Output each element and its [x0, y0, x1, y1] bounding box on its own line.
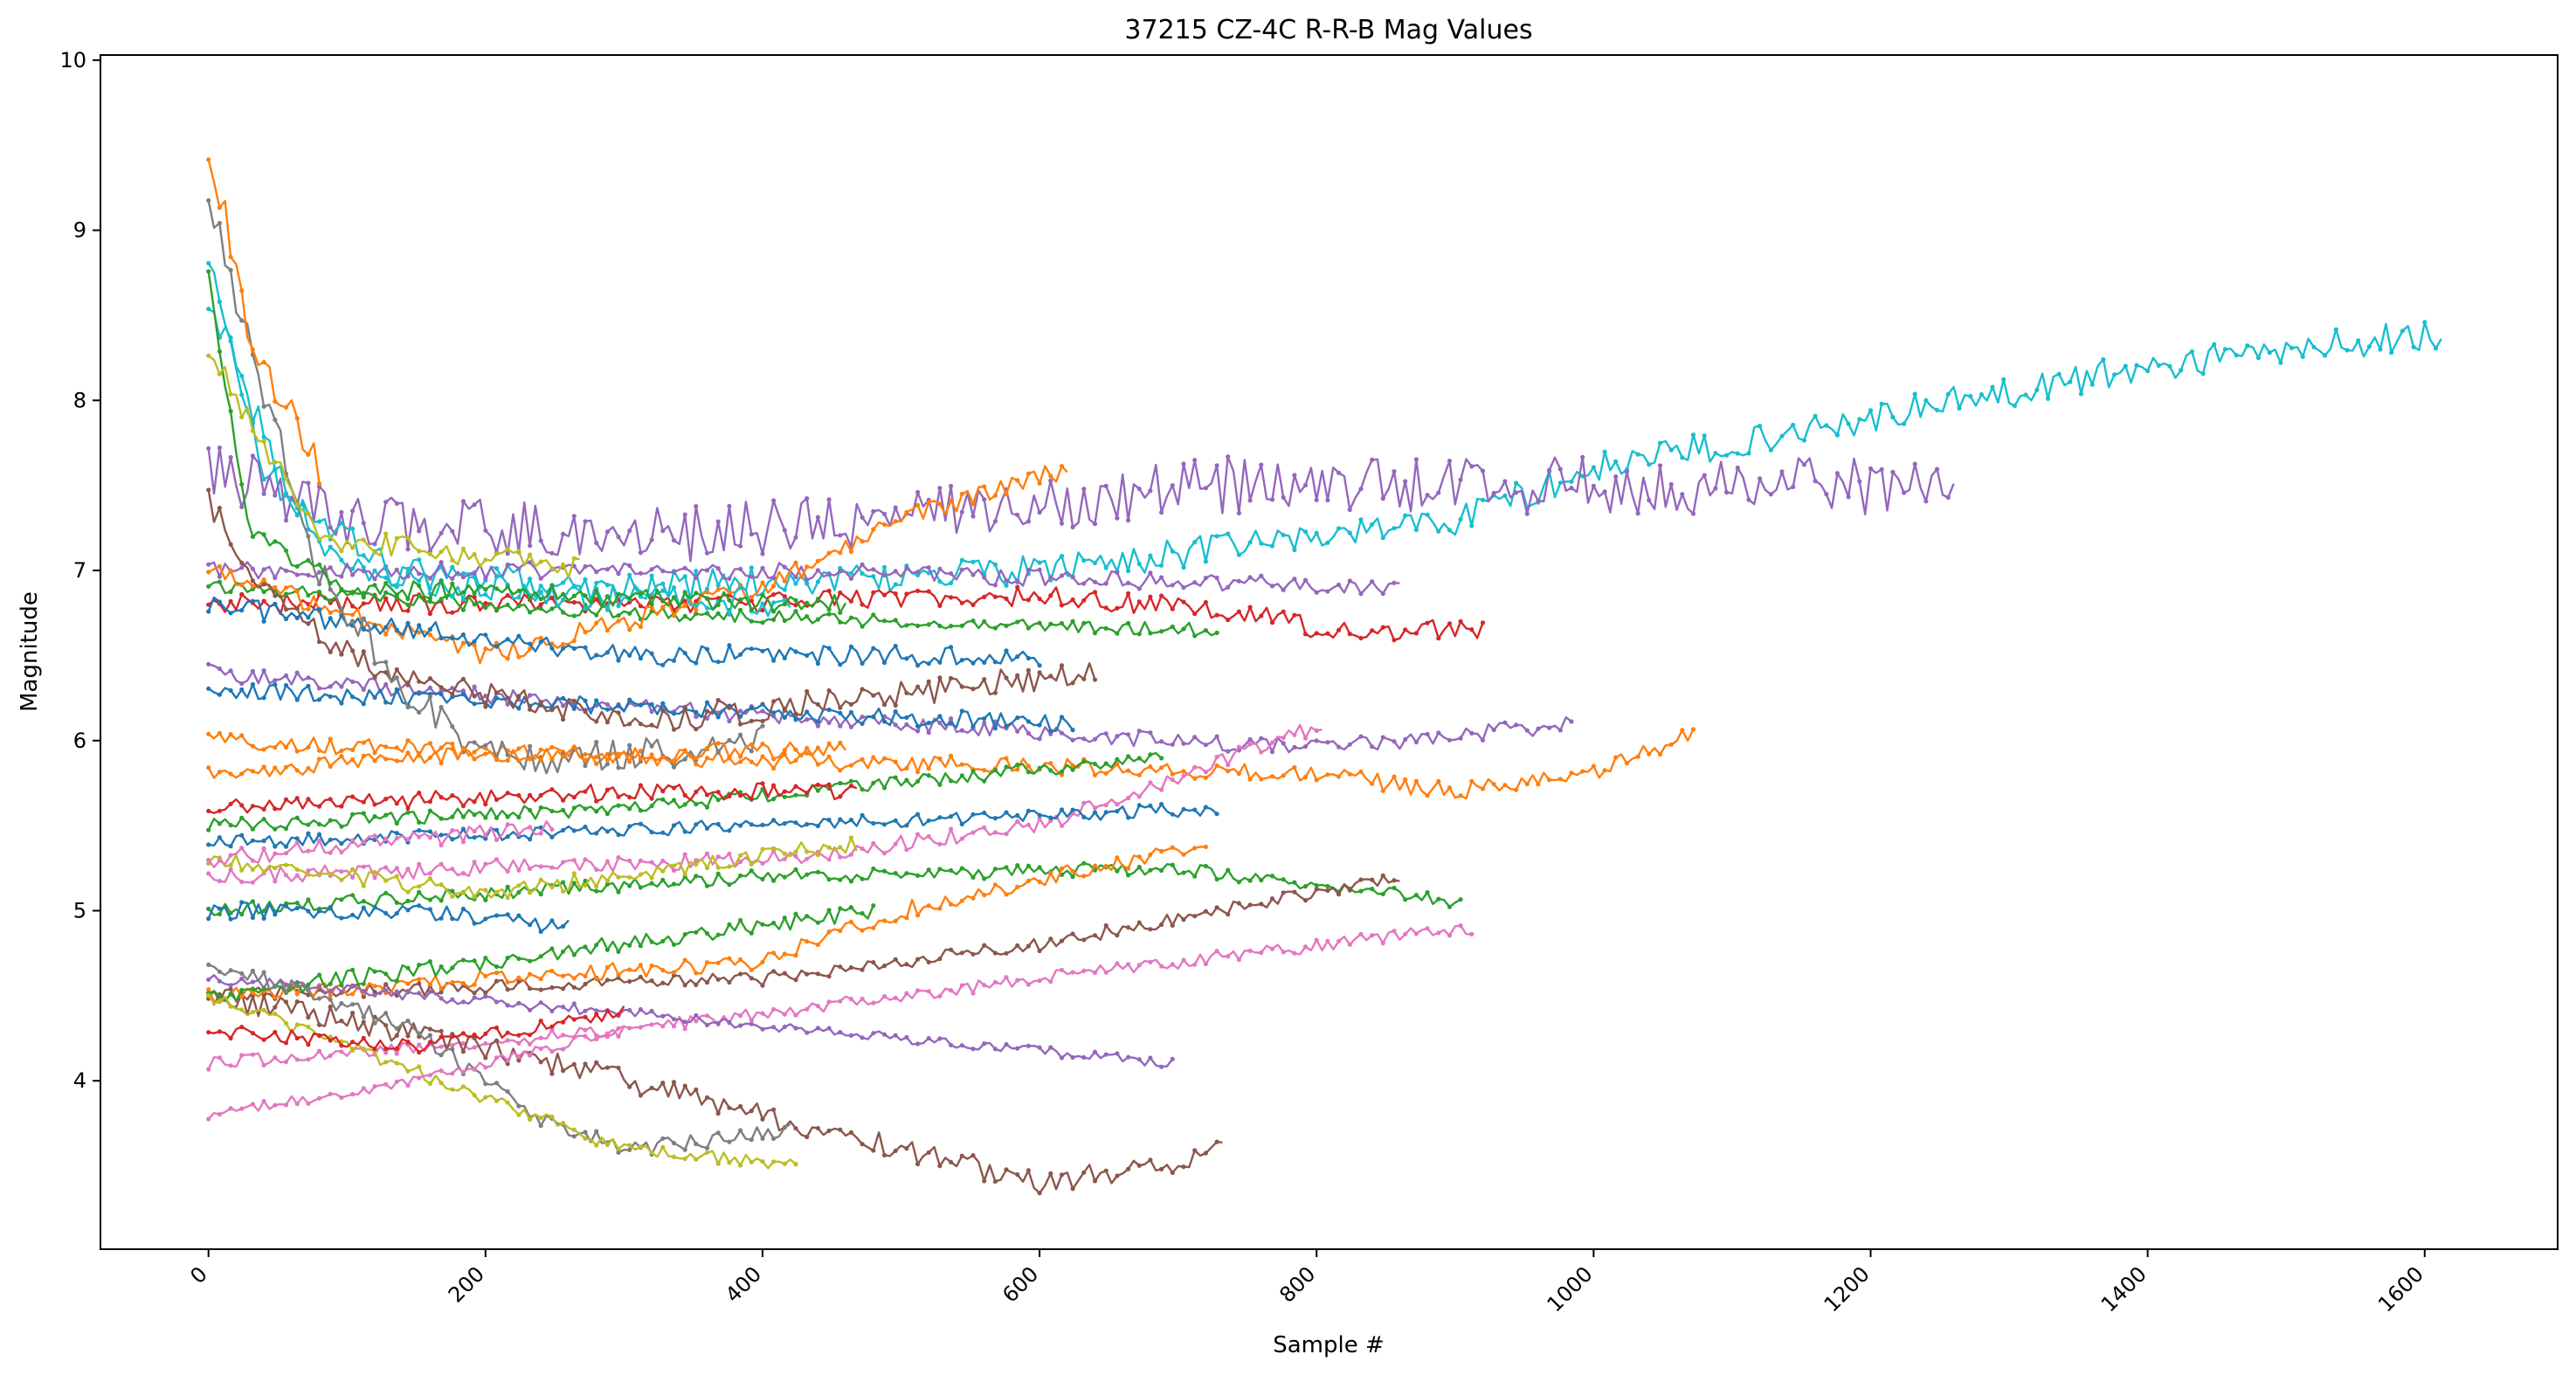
- series-line-14: [207, 974, 1174, 1068]
- series-line-1: [207, 446, 1955, 563]
- series-markers-22: [206, 992, 798, 1168]
- chart-title: 37215 CZ-4C R-R-B Mag Values: [1124, 15, 1532, 45]
- y-axis-label: Magnitude: [17, 591, 43, 712]
- series-34: [206, 1025, 625, 1122]
- series-28: [206, 269, 847, 615]
- series-line-31: [208, 1005, 625, 1054]
- series-32: [206, 820, 555, 868]
- series-29: [206, 353, 580, 579]
- series-25: [206, 835, 858, 901]
- y-tick-label-6: 10: [59, 48, 86, 73]
- series-line-11: [208, 580, 1218, 638]
- x-axis-label: Sample #: [1273, 1332, 1385, 1358]
- y-axis-ticks: 4 5 6 7 8 9 10: [59, 48, 100, 1093]
- y-tick-label-2: 6: [73, 729, 86, 753]
- series-line-24: [208, 782, 858, 814]
- series-line-21: [208, 964, 791, 1156]
- series-18: [206, 487, 1098, 732]
- y-tick-label-1: 5: [73, 898, 86, 922]
- series-26: [206, 740, 847, 779]
- series-15: [206, 751, 1164, 833]
- series-line-34: [207, 1025, 625, 1120]
- plot-frame: [100, 54, 2559, 1250]
- series-22: [206, 992, 798, 1170]
- series-line-6: [207, 862, 1461, 916]
- series-16: [206, 463, 1068, 665]
- series-10: [206, 990, 1223, 1196]
- series-line-3: [208, 663, 1572, 754]
- series-9: [206, 723, 1323, 885]
- series-17: [206, 681, 1075, 734]
- series-markers-30: [206, 900, 566, 934]
- series-line-25: [207, 836, 858, 899]
- series-14: [206, 974, 1175, 1069]
- series-markers-10: [206, 990, 1219, 1196]
- series-markers-9: [206, 728, 1319, 885]
- series-markers-26: [206, 740, 843, 777]
- y-tick-label-0: 4: [73, 1068, 86, 1093]
- y-tick-label-3: 7: [73, 558, 86, 583]
- series-markers-11: [206, 579, 1219, 639]
- y-tick-label-4: 8: [73, 388, 86, 412]
- series-1: [206, 445, 1955, 563]
- series-line-32: [207, 820, 553, 868]
- y-tick-label-5: 9: [73, 218, 86, 243]
- series-line-10: [207, 992, 1223, 1194]
- series-markers-31: [206, 1008, 621, 1055]
- series-markers-24: [206, 781, 854, 813]
- series-line-9: [207, 723, 1323, 884]
- series-20: [206, 902, 876, 1002]
- series-27: [206, 307, 791, 618]
- series-13: [206, 844, 1209, 1004]
- series-11: [206, 579, 1219, 639]
- series-21: [206, 962, 791, 1157]
- series-layer: [206, 157, 2442, 1196]
- series-33: [206, 157, 322, 487]
- series-6: [206, 860, 1463, 917]
- series-5: [206, 922, 1474, 1072]
- series-31: [206, 1005, 625, 1055]
- series-3: [206, 661, 1574, 755]
- series-30: [206, 900, 570, 934]
- series-line-27: [208, 307, 791, 618]
- series-24: [206, 781, 858, 814]
